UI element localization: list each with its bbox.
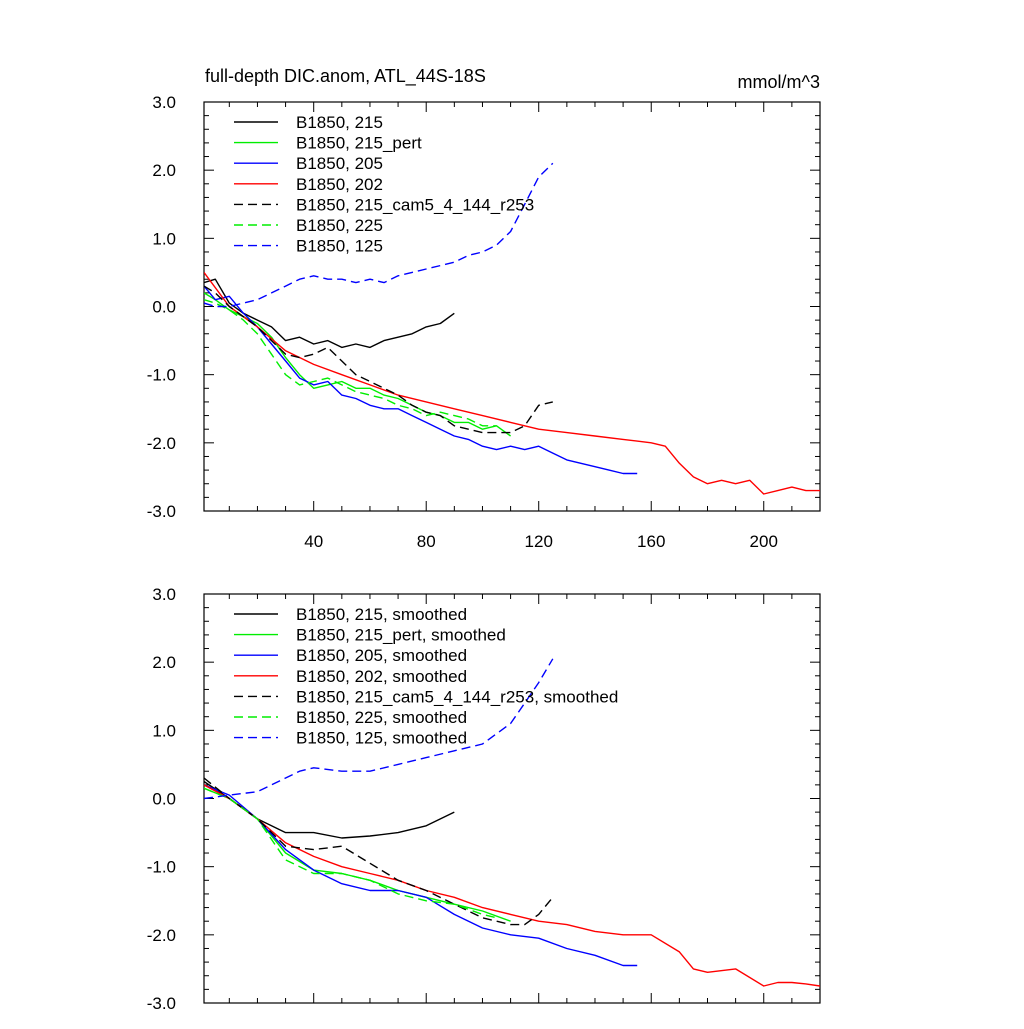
y-tick-label: 2.0 <box>152 653 176 672</box>
series-group <box>204 162 820 495</box>
legend-label: B1850, 202 <box>296 175 383 194</box>
y-tick-label: 1.0 <box>152 229 176 248</box>
units-label: mmol/m^3 <box>738 72 820 92</box>
y-tick-label: 0.0 <box>152 790 176 809</box>
series-line-b1850-125 <box>204 162 554 308</box>
y-tick-label: 2.0 <box>152 161 176 180</box>
y-tick-label: 3.0 <box>152 585 176 604</box>
series-line-b1850-215-cam5-4-144-r253 <box>204 285 553 434</box>
series-line-b1850-125-smoothed <box>204 658 554 800</box>
legend-label: B1850, 125, smoothed <box>296 729 467 748</box>
legend-label: B1850, 205 <box>296 154 383 173</box>
series-line-b1850-215 <box>204 278 455 349</box>
y-tick-label: -1.0 <box>147 366 176 385</box>
y-tick-label: 1.0 <box>152 721 176 740</box>
legend-label: B1850, 202, smoothed <box>296 667 467 686</box>
x-tick-label: 200 <box>750 532 778 551</box>
series-line-b1850-215-smoothed <box>204 780 455 839</box>
y-tick-label: -2.0 <box>147 434 176 453</box>
legend-label: B1850, 215_cam5_4_144_r253 <box>296 195 534 214</box>
legend-label: B1850, 205, smoothed <box>296 646 467 665</box>
chart-title: full-depth DIC.anom, ATL_44S-18S <box>205 66 486 87</box>
bottom-panel: 3.0 2.0 1.0 0.0 -1.0 -2.0 -3.0 B1850, 215, smoo… <box>147 585 821 1013</box>
series-line-b1850-205-smoothed <box>204 784 638 967</box>
legend-label: B1850, 215 <box>296 113 383 132</box>
series-group <box>204 658 820 987</box>
y-tick-label: -3.0 <box>147 994 176 1013</box>
legend-label: B1850, 225, smoothed <box>296 708 467 727</box>
series-line-b1850-202 <box>204 271 820 495</box>
y-tick-label: 3.0 <box>152 93 176 112</box>
y-tick-label: -1.0 <box>147 858 176 877</box>
legend-label: B1850, 215_cam5_4_144_r253, smoothed <box>296 687 618 706</box>
y-tick-label: 0.0 <box>152 298 176 317</box>
legend-label: B1850, 125 <box>296 237 383 256</box>
x-tick-label: 80 <box>417 532 436 551</box>
top-panel: 3.0 2.0 1.0 0.0 -1.0 -2.0 -3.0 40 80 120 160 200 B18… <box>147 93 821 551</box>
series-line-b1850-202-smoothed <box>204 784 820 987</box>
y-tick-label: -3.0 <box>147 502 176 521</box>
series-line-b1850-205 <box>204 285 638 475</box>
series-line-b1850-225-smoothed <box>204 787 497 919</box>
x-tick-label: 40 <box>304 532 323 551</box>
x-tick-label: 120 <box>525 532 553 551</box>
legend-label: B1850, 225 <box>296 216 383 235</box>
legend-label: B1850, 215, smoothed <box>296 605 467 624</box>
legend-label: B1850, 215_pert <box>296 134 422 153</box>
legend-label: B1850, 215_pert, smoothed <box>296 626 506 645</box>
series-line-b1850-225 <box>204 299 497 427</box>
x-tick-label: 160 <box>637 532 665 551</box>
y-tick-label: -2.0 <box>147 926 176 945</box>
series-line-b1850-215-pert <box>204 292 512 437</box>
series-line-b1850-215-cam5-4-144-r253-smoothed <box>204 777 554 926</box>
